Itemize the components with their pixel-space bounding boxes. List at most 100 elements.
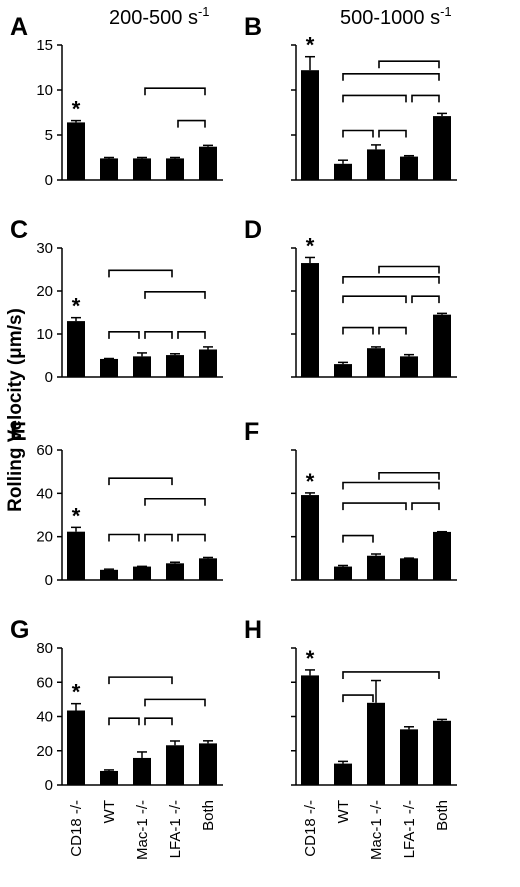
comparison-bracket (144, 497, 206, 506)
bar-D-4 (433, 314, 451, 377)
comparison-bracket (177, 331, 206, 339)
bar-E-0 (67, 531, 85, 580)
bar-C-2 (133, 356, 151, 377)
bar-H-2 (367, 702, 385, 785)
comparison-bracket (108, 676, 173, 685)
comparison-bracket (177, 533, 206, 542)
bar-D-0 (301, 263, 319, 377)
comparison-bracket (342, 73, 440, 81)
y-tick-label: 40 (36, 709, 53, 726)
y-tick-label: 20 (36, 283, 53, 300)
significance-star: * (306, 33, 315, 58)
bar-E-2 (133, 566, 151, 580)
column-header-low-shear-sup: -1 (198, 4, 210, 19)
comparison-bracket (342, 534, 374, 543)
bar-F-1 (334, 566, 352, 580)
category-label: Both (200, 800, 217, 831)
comparison-bracket (342, 694, 374, 703)
comparison-bracket (144, 717, 173, 726)
y-tick-label: 20 (36, 743, 53, 760)
category-label: LFA-1 -/- (167, 800, 184, 858)
panels-group: A051015*B*C0102030*D*E0204060*F*G0204060… (10, 13, 457, 794)
category-label: LFA-1 -/- (401, 800, 418, 858)
category-labels-group: CD18 -/- WT Mac-1 -/- LFA-1 -/- Both CD18 -/-… (68, 800, 451, 860)
comparison-bracket (378, 129, 407, 138)
bar-E-4 (199, 558, 217, 580)
bar-G-4 (199, 743, 217, 785)
column-header-high-shear-sup: -1 (440, 4, 452, 19)
significance-star: * (72, 680, 81, 705)
panel-letter-A: A (10, 13, 28, 41)
comparison-bracket (108, 717, 140, 726)
bar-B-2 (367, 149, 385, 180)
category-label: Mac-1 -/- (368, 800, 385, 860)
panel-B: B* (244, 13, 457, 181)
panel-letter-C: C (10, 216, 28, 244)
column-header-high-shear: 500-1000 s-1 (340, 4, 452, 29)
y-tick-label: 0 (45, 777, 53, 794)
bar-A-4 (199, 146, 217, 180)
comparison-bracket (342, 671, 440, 679)
bar-C-4 (199, 349, 217, 377)
panel-letter-B: B (244, 13, 262, 41)
bar-B-3 (400, 156, 418, 180)
category-label: Mac-1 -/- (134, 800, 151, 860)
bar-B-4 (433, 116, 451, 180)
comparison-bracket (144, 533, 173, 542)
panel-letter-E: E (10, 418, 27, 446)
significance-star: * (72, 97, 81, 122)
bar-D-2 (367, 348, 385, 377)
comparison-bracket (342, 326, 374, 335)
panel-F: F* (244, 418, 457, 581)
bar-E-1 (100, 569, 118, 580)
comparison-bracket (177, 119, 206, 128)
comparison-bracket (144, 291, 206, 299)
bar-H-0 (301, 675, 319, 785)
bar-D-3 (400, 356, 418, 377)
category-label: CD18 -/- (68, 800, 85, 857)
bar-A-0 (67, 122, 85, 180)
comparison-bracket (144, 698, 206, 707)
panel-G: G 0 20 40 60 80 * (10, 616, 223, 794)
y-tick-label: 15 (36, 37, 53, 54)
comparison-bracket (342, 94, 407, 103)
y-tick-label: 20 (36, 529, 53, 546)
bar-C-0 (67, 321, 85, 377)
comparison-bracket (378, 326, 407, 335)
bar-A-3 (166, 158, 184, 180)
comparison-bracket (144, 331, 173, 339)
y-tick-label: 0 (45, 369, 53, 386)
bar-H-1 (334, 763, 352, 785)
y-tick-label: 60 (36, 674, 53, 691)
bar-H-3 (400, 729, 418, 785)
comparison-bracket (342, 129, 374, 138)
bar-C-1 (100, 358, 118, 377)
y-tick-label: 10 (36, 326, 53, 343)
comparison-bracket (378, 471, 440, 480)
bar-F-2 (367, 555, 385, 580)
panel-C: C 0 10 20 30 * (10, 216, 223, 386)
comparison-bracket (108, 331, 140, 339)
category-label: WT (101, 800, 118, 823)
bar-G-0 (67, 710, 85, 785)
bar-A-2 (133, 158, 151, 180)
panel-letter-F: F (244, 418, 259, 446)
bar-F-0 (301, 495, 319, 580)
bar-E-3 (166, 563, 184, 580)
panel-letter-G: G (10, 616, 29, 644)
bar-F-3 (400, 558, 418, 580)
bar-G-1 (100, 770, 118, 785)
bar-D-1 (334, 364, 352, 377)
comparison-bracket (378, 60, 440, 69)
significance-star: * (306, 469, 315, 494)
comparison-bracket (411, 502, 440, 511)
panel-E: E 0 20 40 60 * (10, 418, 223, 589)
panel-D: D* (244, 216, 457, 378)
bar-F-4 (433, 531, 451, 580)
column-header-high-shear-main: 500-1000 s (340, 7, 440, 29)
y-tick-label: 40 (36, 485, 53, 502)
panel-letter-H: H (244, 616, 262, 644)
comparison-bracket (342, 502, 407, 511)
comparison-bracket (411, 295, 440, 304)
